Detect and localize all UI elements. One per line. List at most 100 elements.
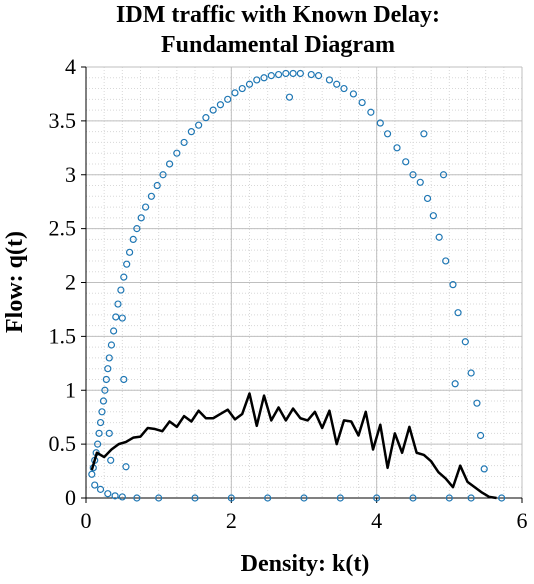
scatter-point [165,160,174,168]
scatter-point [224,95,232,103]
chart-title-line-2: Fundamental Diagram [161,32,395,58]
scatter-point [120,273,128,281]
scatter-point [480,465,488,473]
scatter-point [191,494,199,502]
scatter-point [409,171,417,179]
scatter-point [358,98,366,107]
y-tick-label: 2 [65,270,76,295]
scatter-point [451,380,459,388]
scatter-point [159,171,167,179]
scatter-point [307,70,315,79]
scatter-point [137,214,145,222]
scatter-point [147,192,155,200]
scatter-point [367,108,375,116]
scatter-point [209,106,217,114]
y-tick-label: 4 [65,54,76,79]
scatter-point [264,494,272,502]
scatter-point [126,248,134,256]
scatter-point [449,281,457,289]
data-series [88,69,506,502]
scatter-point [195,121,203,129]
scatter-point [95,429,103,437]
y-tick-label: 3.5 [49,108,77,133]
y-tick-label: 0.5 [49,431,77,456]
scatter-point [105,429,113,437]
scatter-point [325,76,334,84]
scatter-point [238,84,246,93]
scatter-point [99,397,108,405]
scatter-point [91,481,99,489]
scatter-point [402,158,410,166]
scatter-point [227,494,235,502]
scatter-point [117,286,125,294]
scatter-point [98,408,106,416]
scatter-point [88,470,96,478]
chart-title-line-1: IDM traffic with Known Delay: [116,2,440,28]
scatter-point [445,494,453,502]
scatter-point [96,485,105,493]
scatter-point [216,101,225,109]
scatter-point [274,70,283,79]
scatter-point [96,418,105,427]
x-tick-label: 6 [517,508,528,533]
scatter-point [180,138,188,147]
scatter-point [314,72,323,80]
scatter-point [423,194,432,203]
x-tick-label: 2 [226,508,237,533]
scatter-point [231,89,239,97]
scatter-point [129,235,137,243]
y-tick-label: 1.5 [49,323,77,348]
scatter-point [442,257,450,265]
x-tick-label: 0 [81,508,92,533]
scatter-point [333,80,341,88]
scatter-point [435,233,443,241]
scatter-point [111,492,119,500]
scatter-point [296,69,304,78]
scatter-point [300,494,308,502]
scatter-point [285,93,294,101]
scatter-point [498,494,506,502]
scatter-point [467,369,475,377]
scatter-point [133,494,141,502]
scatter-point [340,84,348,93]
scatter-point [173,149,181,157]
scatter-point [102,375,110,384]
scatter-point [105,354,113,362]
y-tick-label: 2.5 [49,216,77,241]
scatter-point [253,76,261,84]
scatter-point [461,338,469,346]
scatter-point [118,493,126,501]
scatter-point [245,80,254,88]
scatter-point [267,72,275,80]
scatter-point [429,212,437,220]
scatter-point [122,463,130,471]
scatter-point [393,144,401,152]
scatter-point [107,456,115,464]
scatter-point [123,260,131,268]
scatter-point [289,69,297,78]
scatter-point [473,399,481,407]
scatter-point [104,490,112,498]
scatter-point [409,494,417,502]
grid-lines [85,66,523,499]
x-axis-label: Density: k(t) [241,551,370,577]
scatter-point [349,90,358,98]
scatter-point [416,178,424,186]
scatter-point [101,386,109,394]
y-tick-label: 3 [65,162,76,187]
scatter-point [110,327,118,335]
scatter-point [141,203,150,211]
scatter-point [476,431,485,440]
scatter-point [420,130,428,138]
scatter-point [112,313,120,321]
flow-line-series [90,392,497,500]
scatter-point [118,314,126,322]
scatter-point [282,69,290,78]
scatter-point [94,440,102,448]
scatter-point [376,119,384,127]
y-tick-label: 0 [65,485,76,510]
scatter-point [120,375,128,384]
scatter-point [373,494,381,502]
scatter-point [454,309,462,317]
